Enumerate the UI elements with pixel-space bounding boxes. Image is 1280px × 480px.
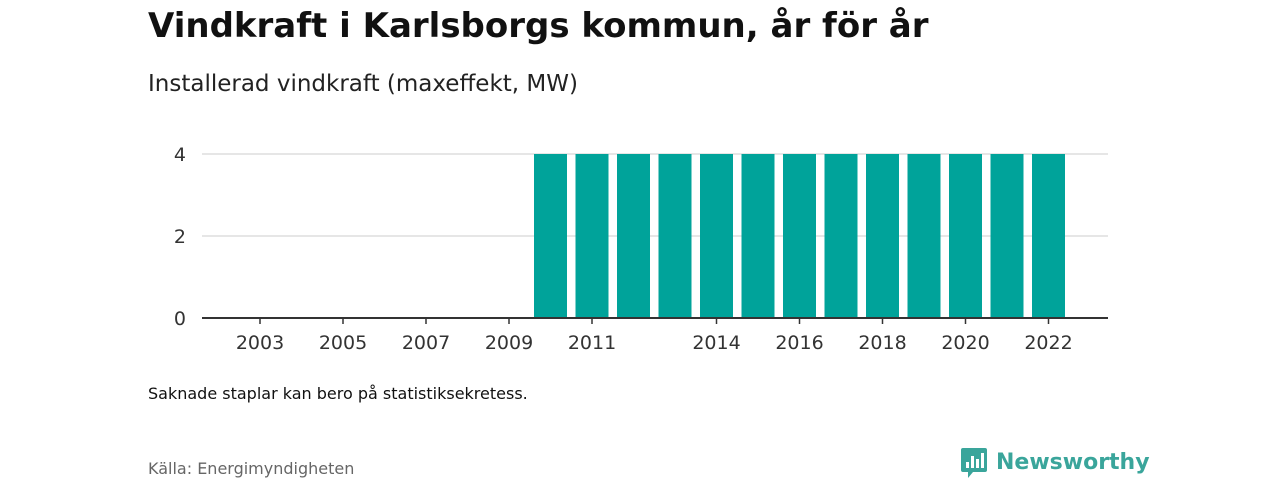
bar-2022 <box>1032 154 1065 318</box>
x-tick-label: 2007 <box>402 332 450 354</box>
bar-2015 <box>741 154 775 318</box>
brand-name: Newsworthy <box>996 450 1150 475</box>
x-tick-label: 2018 <box>858 332 906 354</box>
brand-logo: Newsworthy <box>960 446 1150 480</box>
bar-2011 <box>575 154 609 318</box>
x-tick-label: 2003 <box>236 332 284 354</box>
bars <box>534 154 1065 318</box>
bar-2020 <box>949 154 982 318</box>
bar-2019 <box>907 154 941 318</box>
bar-2013 <box>658 154 692 318</box>
bar-2021 <box>990 154 1024 318</box>
bar-2010 <box>534 154 567 318</box>
chart-subtitle: Installerad vindkraft (maxeffekt, MW) <box>148 71 578 97</box>
y-tick-label: 2 <box>174 226 186 248</box>
x-tick-label: 2022 <box>1024 332 1072 354</box>
y-tick-label: 0 <box>174 308 186 330</box>
bar-2016 <box>783 154 816 318</box>
bar-2017 <box>824 154 858 318</box>
chart-note: Saknade staplar kan bero på statistiksek… <box>148 384 528 403</box>
chart-title: Vindkraft i Karlsborgs kommun, år för år <box>148 6 929 46</box>
y-tick-label: 4 <box>174 144 186 166</box>
x-tick-label: 2016 <box>775 332 823 354</box>
x-tick-label: 2011 <box>568 332 616 354</box>
source-text: Källa: Energimyndigheten <box>148 459 355 478</box>
x-tick-label: 2020 <box>941 332 989 354</box>
x-tick-label: 2009 <box>485 332 533 354</box>
axes <box>202 317 1108 324</box>
x-tick-label: 2005 <box>319 332 367 354</box>
x-tick-label: 2014 <box>692 332 740 354</box>
bar-2018 <box>866 154 899 318</box>
bar-2014 <box>700 154 733 318</box>
tick-labels: 0 2 4 2003 2005 2007 2009 2011 2014 2016 2018 2020 2… <box>174 144 1073 354</box>
bar-2012 <box>617 154 650 318</box>
bar-chart-speech-bubble-icon <box>961 448 987 478</box>
